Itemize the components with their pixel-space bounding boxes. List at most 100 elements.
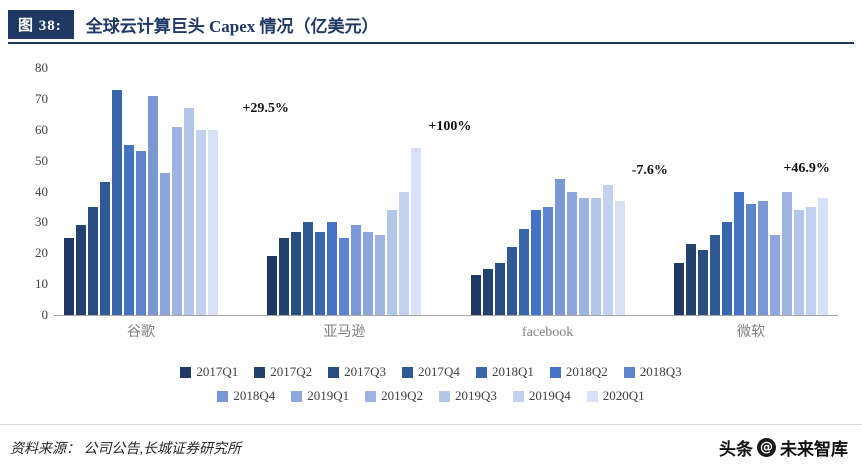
bar-2019Q2 [375,234,386,315]
bar-2019Q4 [602,185,613,315]
legend-label: 2020Q1 [602,388,645,403]
bar-2017Q3 [697,250,708,315]
figure-number-badge: 图 38: [8,10,74,39]
legend-item: 2017Q3 [328,364,386,380]
chart-header: 图 38: 全球云计算巨头 Capex 情况（亿美元） [8,10,854,44]
at-logo-icon: @ [757,438,776,457]
bar-2017Q2 [685,244,696,315]
legend-swatch [180,366,192,378]
bar-2018Q1 [721,222,732,315]
bar-2017Q4 [709,234,720,315]
bar-2018Q3 [339,237,350,315]
legend-label: 2017Q4 [418,364,460,379]
legend-swatch [512,390,524,402]
bar-2019Q1 [363,231,374,315]
legend-swatch [549,366,561,378]
legend-label: 2018Q4 [233,388,276,403]
legend-swatch [254,366,266,378]
bar-2019Q3 [184,108,194,315]
bar-2017Q1 [673,262,684,315]
legend-swatch [291,390,303,402]
bar-2017Q4 [100,182,110,315]
legend-item: 2017Q1 [180,364,238,380]
bar-2019Q1 [566,191,577,315]
bar-group: 亚马逊 [267,68,422,340]
bar-2019Q3 [590,197,601,315]
bar-2018Q3 [745,203,756,315]
bar-2017Q4 [303,222,314,315]
legend-label: 2019Q4 [528,388,571,403]
y-tick-label: 20 [35,245,48,261]
bar-2018Q2 [733,191,744,315]
category-label: 微软 [736,325,765,340]
legend-item: 2017Q4 [402,364,460,380]
bar-2018Q4 [554,179,565,315]
bar-2018Q3 [542,206,553,315]
bar-2017Q4 [506,247,517,315]
bar-groups: 谷歌 亚马逊 facebook 微软 [54,68,838,340]
bar-2017Q1 [64,237,74,315]
category-label: facebook [522,325,574,340]
legend-label: 2018Q3 [639,364,682,379]
bar-2019Q4 [805,206,816,315]
bar-2018Q1 [112,89,122,315]
bar-2018Q1 [315,231,326,315]
brand-watermark: 头条 @ 未来智库 [719,435,848,460]
legend-swatch [328,366,340,378]
bar-2019Q4 [399,191,410,315]
y-tick-label: 60 [35,121,48,137]
legend-label: 2019Q3 [455,388,497,403]
y-tick-label: 40 [35,183,48,199]
legend-item: 2018Q1 [475,364,534,380]
bar-2017Q1 [470,274,481,315]
legend-swatch [439,390,450,402]
y-tick-label: 50 [35,152,48,168]
legend-row-1: 2017Q1 2017Q2 2017Q3 2017Q4 2018Q1 2018Q2 2018… [0,360,862,384]
footer: 资料来源： 公司公告,长城证券研究所 头条 @ 未来智库 [0,424,862,460]
bar-2019Q1 [160,172,170,315]
bar-2019Q4 [196,129,206,315]
legend-swatch [217,390,229,402]
y-tick-label: 30 [35,214,48,230]
bar-2020Q1 [208,129,218,315]
bar-2019Q2 [781,191,792,315]
plot-area: 0 10 20 30 40 50 60 70 80 谷歌 亚马逊 facebook 微软 +29.5%… [35,60,838,340]
bar-2017Q3 [291,231,302,315]
y-tick-label: 0 [41,307,49,322]
bar-2020Q1 [817,197,828,315]
legend-swatch [365,390,377,402]
bar-group: facebook [470,68,625,340]
legend-label: 2018Q2 [565,364,608,379]
bar-2018Q1 [518,228,529,315]
bar-2018Q2 [124,145,134,315]
bar-2017Q2 [279,237,290,315]
chart-legend: 2017Q1 2017Q2 2017Q3 2017Q4 2018Q1 2018Q2 2018… [0,360,862,408]
y-tick-label: 10 [35,276,48,292]
legend-swatch [623,366,635,378]
bar-2019Q3 [793,210,804,315]
bar-2019Q3 [387,210,398,315]
chart-title: 全球云计算巨头 Capex 情况（亿美元） [85,17,379,36]
legend-swatch [586,390,598,402]
legend-item: 2019Q3 [439,388,497,404]
source-note: 资料来源： 公司公告,长城证券研究所 [10,441,241,457]
legend-item: 2018Q2 [549,364,608,380]
bar-chart: 0 10 20 30 40 50 60 70 80 谷歌 亚马逊 facebook 微软 +29.5%… [10,60,842,350]
bar-2017Q3 [494,262,505,315]
legend-item: 2017Q2 [254,364,312,380]
bar-2018Q2 [530,210,541,315]
legend-label: 2017Q2 [270,364,313,379]
bar-2018Q4 [351,225,362,315]
legend-item: 2019Q4 [512,388,571,404]
y-axis-labels: 0 10 20 30 40 50 60 70 80 [14,60,48,322]
bar-2020Q1 [411,148,422,315]
legend-swatch [402,366,414,378]
bar-2020Q1 [614,200,625,315]
legend-label: 2019Q1 [307,388,350,403]
legend-row-2: 2018Q4 2019Q1 2019Q2 2019Q3 2019Q4 2020Q1 [0,384,862,408]
legend-label: 2017Q1 [196,364,239,379]
legend-item: 2018Q4 [217,388,275,404]
bar-2018Q3 [136,151,146,315]
bar-2019Q2 [578,197,589,315]
legend-swatch [475,366,487,378]
